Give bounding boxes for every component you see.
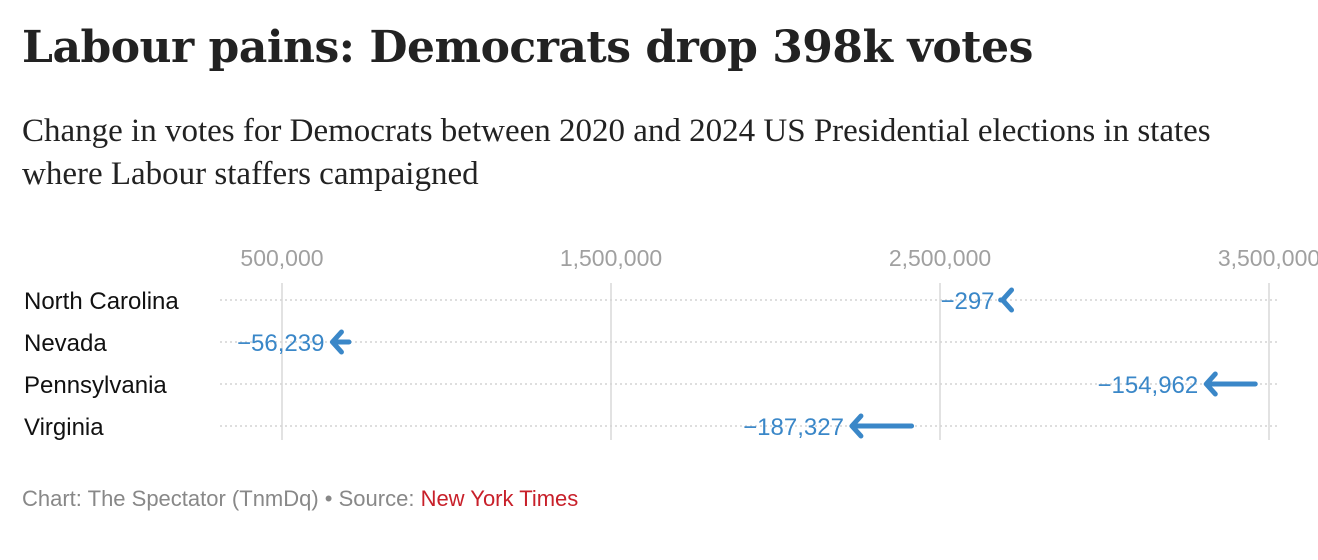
arrow-head [1000, 287, 1015, 313]
tick-label: 1,500,000 [560, 245, 662, 271]
change-label: −154,962 [1097, 372, 1198, 399]
credit-text: Chart: The Spectator (TnmDq) • Source: [22, 486, 421, 511]
tick-label: 2,500,000 [889, 245, 991, 271]
tick-label: 500,000 [240, 245, 323, 271]
footer: Chart: The Spectator (TnmDq) • Source: N… [22, 486, 578, 512]
arrow-head [849, 413, 864, 439]
arrow-head [329, 329, 344, 355]
change-label: −187,327 [743, 414, 844, 441]
tick-label: 3,500,000 [1218, 245, 1318, 271]
arrow-head [1203, 371, 1218, 397]
state-label: Virginia [24, 414, 104, 441]
state-label: Pennsylvania [24, 372, 167, 399]
arrow-chart: 500,000 1,500,000 2,500,000 3,500,000 North … [24, 245, 1318, 441]
change-label: −56,239 [237, 330, 324, 357]
chart-subtitle: Change in votes for Democrats between 20… [22, 113, 1211, 192]
state-label: North Carolina [24, 288, 179, 315]
source-link[interactable]: New York Times [420, 486, 579, 511]
chart-title: Labour pains: Democrats drop 398k votes [22, 22, 1033, 73]
change-label: −297 [940, 288, 994, 315]
state-label: Nevada [24, 330, 107, 357]
